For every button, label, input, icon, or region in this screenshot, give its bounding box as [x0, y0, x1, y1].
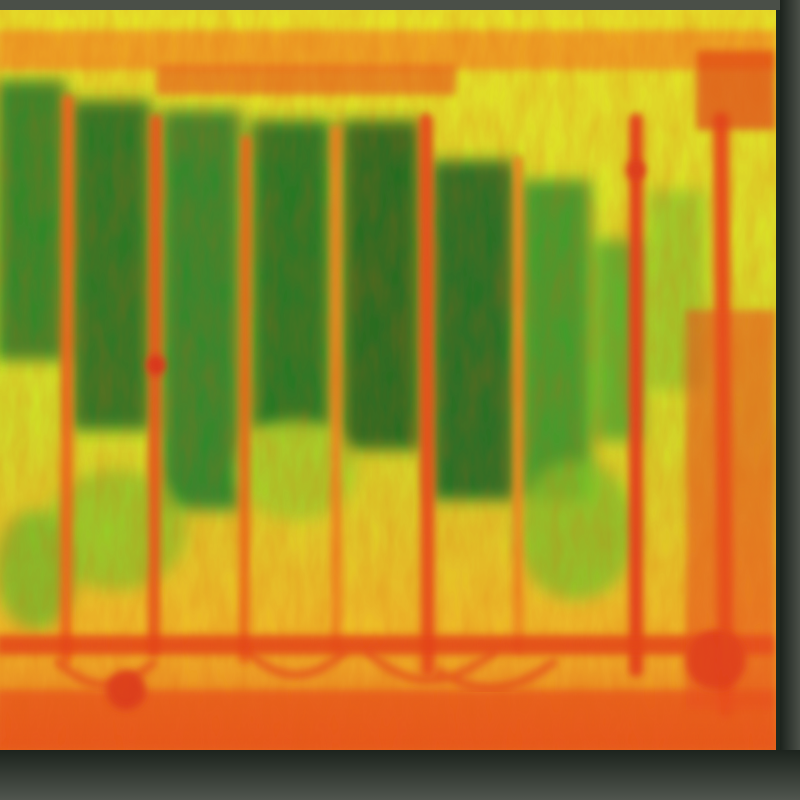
image-border-right — [780, 0, 800, 800]
vegetation-heatmap — [0, 10, 780, 754]
image-border-bottom — [0, 750, 800, 800]
heatmap-canvas — [0, 10, 776, 750]
texture-noise — [0, 10, 776, 750]
